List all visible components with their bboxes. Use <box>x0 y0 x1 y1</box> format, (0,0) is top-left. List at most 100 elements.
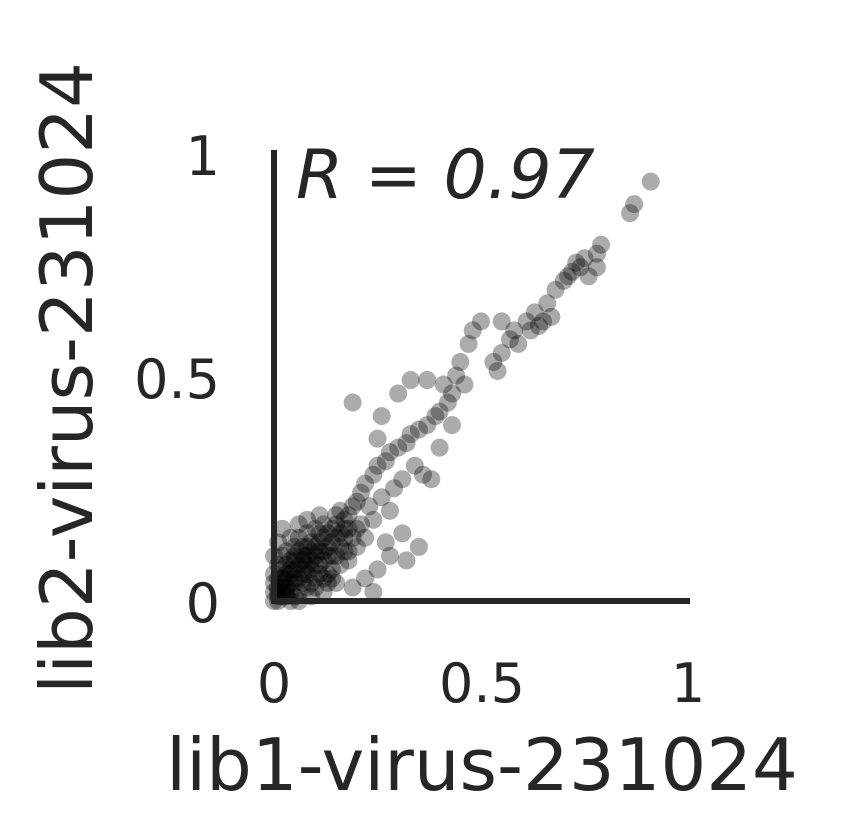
data-point <box>414 465 433 484</box>
data-point <box>368 429 387 448</box>
data-point <box>322 533 341 552</box>
data-point <box>587 244 606 263</box>
data-point <box>438 393 457 412</box>
data-point <box>546 280 565 299</box>
data-point <box>356 569 375 588</box>
data-point <box>302 542 321 561</box>
data-point <box>306 578 325 597</box>
data-point <box>380 546 399 565</box>
data-point <box>310 564 329 583</box>
correlation-annotation: R = 0.97 <box>296 136 595 215</box>
data-point <box>364 465 383 484</box>
data-point <box>492 312 511 331</box>
data-point <box>443 416 462 435</box>
data-point <box>393 470 412 489</box>
data-point <box>298 555 317 574</box>
data-point <box>430 402 449 421</box>
data-point <box>331 501 350 520</box>
data-point <box>380 501 399 520</box>
data-point <box>302 551 321 570</box>
data-point <box>277 578 296 597</box>
data-point <box>298 564 317 583</box>
data-point <box>322 546 341 565</box>
data-point <box>298 510 317 529</box>
data-point <box>380 443 399 462</box>
data-point <box>492 343 511 362</box>
data-point <box>289 582 308 601</box>
data-point <box>293 551 312 570</box>
data-point <box>273 573 292 592</box>
data-point <box>418 371 437 390</box>
data-point <box>625 195 644 214</box>
data-point <box>641 172 660 191</box>
data-point <box>310 533 329 552</box>
data-point <box>397 434 416 453</box>
y-tick-label: 1 <box>186 125 220 188</box>
data-point <box>351 483 370 502</box>
data-point <box>285 546 304 565</box>
data-point <box>273 546 292 565</box>
data-point <box>505 321 524 340</box>
data-point <box>310 555 329 574</box>
data-point <box>293 564 312 583</box>
data-point <box>293 560 312 579</box>
data-point <box>484 352 503 371</box>
data-point <box>281 564 300 583</box>
points-layer <box>265 172 660 610</box>
data-point <box>418 416 437 435</box>
data-point <box>318 564 337 583</box>
data-point <box>306 537 325 556</box>
data-point <box>343 393 362 412</box>
data-point <box>567 253 586 272</box>
data-point <box>447 366 466 385</box>
data-point <box>314 542 333 561</box>
data-point <box>455 375 474 394</box>
data-point <box>534 312 553 331</box>
data-point <box>364 582 383 601</box>
data-point <box>509 334 528 353</box>
data-point <box>579 267 598 286</box>
data-point <box>298 578 317 597</box>
data-point <box>558 267 577 286</box>
data-point <box>356 528 375 547</box>
data-point <box>409 537 428 556</box>
data-point <box>542 307 561 326</box>
data-point <box>327 515 346 534</box>
data-point <box>298 524 317 543</box>
data-point <box>285 537 304 556</box>
data-point <box>277 564 296 583</box>
data-point <box>426 407 445 426</box>
data-point <box>318 537 337 556</box>
data-point <box>376 533 395 552</box>
data-point <box>339 506 358 525</box>
data-point <box>331 524 350 543</box>
data-point <box>554 271 573 290</box>
data-point <box>401 371 420 390</box>
data-point <box>529 316 548 335</box>
data-point <box>571 258 590 277</box>
data-point <box>281 551 300 570</box>
data-point <box>289 542 308 561</box>
data-point <box>393 524 412 543</box>
data-point <box>422 470 441 489</box>
x-tick-label: 1 <box>671 652 705 715</box>
data-point <box>347 537 366 556</box>
data-point <box>434 375 453 394</box>
data-point <box>289 515 308 534</box>
data-point <box>273 578 292 597</box>
data-point <box>451 352 470 371</box>
data-point <box>302 533 321 552</box>
data-point <box>335 510 354 529</box>
data-point <box>285 569 304 588</box>
data-point <box>335 528 354 547</box>
y-tick-label: 0.5 <box>134 348 220 411</box>
data-point <box>517 312 536 331</box>
data-point <box>277 569 296 588</box>
data-point <box>347 492 366 511</box>
data-point <box>273 560 292 579</box>
data-point <box>405 456 424 475</box>
data-point <box>538 294 557 313</box>
data-point <box>347 519 366 538</box>
